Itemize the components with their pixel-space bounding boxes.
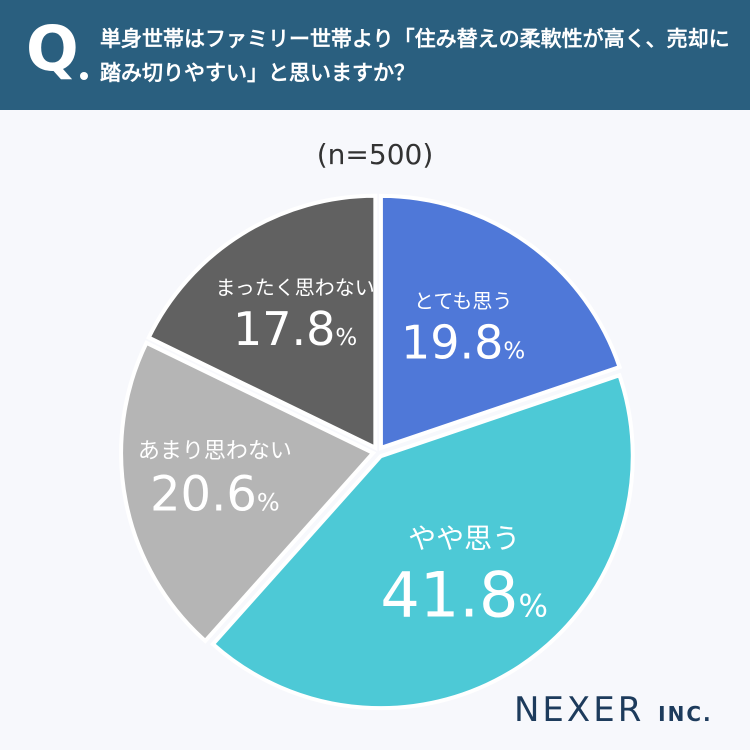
pie-slice-2 [210,372,635,711]
slice-label-4: まったく思わない [216,275,375,299]
nexer-logo: NEXER INC. [514,690,713,734]
slice-unit-1: % [503,339,525,365]
slice-unit-2: % [518,588,547,624]
slice-label-3: あまり思わない [138,439,292,464]
slice-value-4: 17.8% [233,302,357,356]
q-mark: Q [26,12,79,85]
sample-size-label: (n=500) [316,138,434,171]
slice-label-1: とても思う [414,289,512,313]
q-dot-icon [80,72,88,80]
slice-unit-4: % [335,325,357,351]
question-header: Q 単身世帯はファミリー世帯より「住み替えの柔軟性が高く、売却に踏み切りやすい」… [0,0,750,110]
pie-slice-3 [119,340,377,644]
pie-slice-1 [378,193,623,451]
logo-suffix: INC. [658,702,713,726]
question-text: 単身世帯はファミリー世帯より「住み替えの柔軟性が高く、売却に踏み切りやすい」と思… [100,27,730,85]
slice-label-2: やや思う [408,522,520,555]
logo-name: NEXER [514,690,645,730]
pie-slice-4 [146,193,378,451]
slice-unit-3: % [257,489,280,517]
